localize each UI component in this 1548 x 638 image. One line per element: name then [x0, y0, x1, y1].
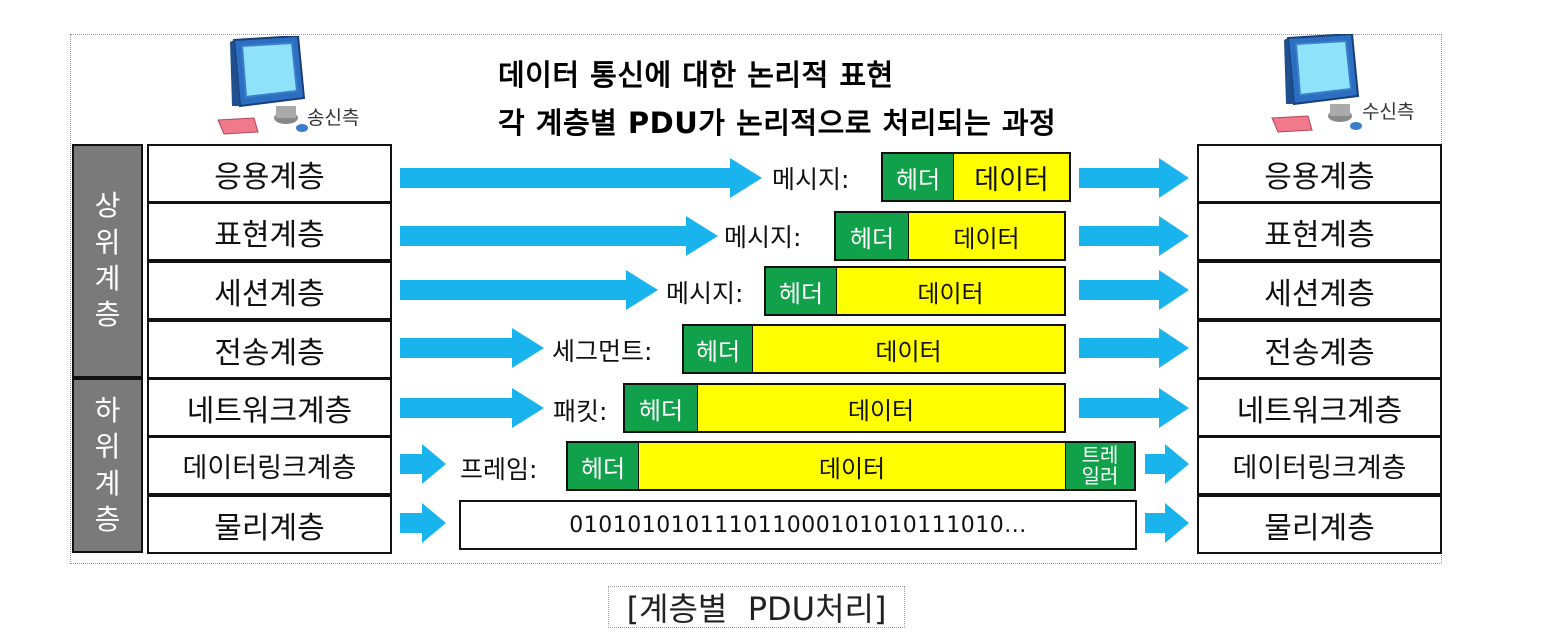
- pdu-data: 데이터: [639, 443, 1065, 489]
- pdu-header: 헤더: [766, 268, 837, 314]
- upper-group-char: 계: [94, 262, 121, 295]
- pdu-header: 헤더: [883, 154, 954, 200]
- upper-group-char: 층: [94, 298, 121, 332]
- pdu-message: 헤더 데이터: [881, 152, 1071, 202]
- pdu-segment: 헤더 데이터: [682, 324, 1066, 374]
- trailer-text: 일러: [1081, 464, 1119, 488]
- receiver-layer-network: 네트워크계층: [1197, 378, 1442, 437]
- sender-layer-transport: 전송계층: [147, 320, 392, 379]
- pdu-header: 헤더: [684, 326, 753, 372]
- pdu-label: 세그먼트:: [552, 337, 653, 366]
- arrow-right-icon: [1079, 216, 1189, 256]
- arrow-right-icon: [1145, 444, 1189, 484]
- lower-group-char: 위: [94, 430, 121, 464]
- receiver-label: 수신측: [1362, 101, 1415, 123]
- upper-group-char: 위: [94, 225, 121, 259]
- sender-layer-application: 응용계층: [147, 144, 392, 203]
- sender-label: 송신측: [307, 107, 360, 129]
- receiver-computer-icon: [1266, 32, 1366, 134]
- pdu-data: 데이터: [909, 213, 1064, 259]
- lower-layers-group: 하 위 계 층: [72, 378, 143, 553]
- arrow-right-icon: [400, 328, 544, 368]
- receiver-layer-application: 응용계층: [1197, 144, 1442, 203]
- upper-group-char: 상: [94, 189, 121, 223]
- receiver-layer-session: 세션계층: [1197, 261, 1442, 320]
- lower-group-char: 하: [94, 393, 121, 427]
- arrow-right-icon: [400, 503, 446, 543]
- pdu-header: 헤더: [836, 213, 909, 259]
- arrow-right-icon: [1145, 503, 1189, 543]
- sender-layer-network: 네트워크계층: [147, 378, 392, 437]
- pdu-message: 헤더 데이터: [834, 211, 1066, 261]
- pdu-label: 프레임:: [460, 455, 538, 484]
- arrow-right-icon: [1079, 328, 1189, 368]
- arrow-right-icon: [400, 270, 658, 310]
- arrow-right-icon: [1079, 270, 1189, 310]
- diagram-title: 데이터 통신에 대한 논리적 표현: [498, 58, 894, 92]
- pdu-header: 헤더: [568, 443, 639, 489]
- pdu-header: 헤더: [625, 385, 698, 431]
- pdu-trailer: 트레 일러: [1065, 443, 1134, 489]
- sender-computer-icon: [212, 34, 312, 136]
- arrow-right-icon: [400, 158, 762, 198]
- pdu-frame: 헤더 데이터 트레 일러: [566, 441, 1136, 491]
- lower-group-char: 층: [94, 502, 121, 536]
- receiver-layer-presentation: 표현계층: [1197, 202, 1442, 261]
- sender-layer-presentation: 표현계층: [147, 202, 392, 261]
- pdu-data: 데이터: [698, 385, 1064, 431]
- pdu-packet: 헤더 데이터: [623, 383, 1066, 433]
- trailer-text: 트레: [1081, 443, 1119, 467]
- lower-group-char: 계: [94, 466, 121, 500]
- arrow-right-icon: [1079, 158, 1189, 198]
- pdu-label: 패킷:: [553, 397, 608, 426]
- sender-layer-physical: 물리계층: [147, 495, 392, 554]
- pdu-message: 헤더 데이터: [764, 266, 1066, 316]
- figure-caption: [계층별 PDU처리]: [608, 586, 905, 628]
- arrow-right-icon: [400, 388, 544, 428]
- arrow-right-icon: [400, 216, 718, 256]
- pdu-data: 데이터: [753, 326, 1064, 372]
- receiver-layer-datalink: 데이터링크계층: [1197, 436, 1442, 495]
- upper-layers-group: 상 위 계 층: [72, 144, 143, 378]
- diagram-subtitle: 각 계층별 PDU가 논리적으로 처리되는 과정: [498, 106, 1057, 140]
- arrow-right-icon: [400, 444, 446, 484]
- sender-layer-session: 세션계층: [147, 261, 392, 320]
- pdu-label: 메시지:: [666, 279, 744, 308]
- receiver-layer-transport: 전송계층: [1197, 320, 1442, 379]
- pdu-label: 메시지:: [772, 165, 850, 194]
- pdu-data: 데이터: [954, 154, 1069, 200]
- pdu-label: 메시지:: [724, 223, 802, 252]
- bit-stream: 010101010111011000101010111010...: [459, 500, 1137, 550]
- receiver-layer-physical: 물리계층: [1197, 495, 1442, 554]
- arrow-right-icon: [1079, 388, 1189, 428]
- sender-layer-datalink: 데이터링크계층: [147, 436, 392, 495]
- pdu-data: 데이터: [837, 268, 1064, 314]
